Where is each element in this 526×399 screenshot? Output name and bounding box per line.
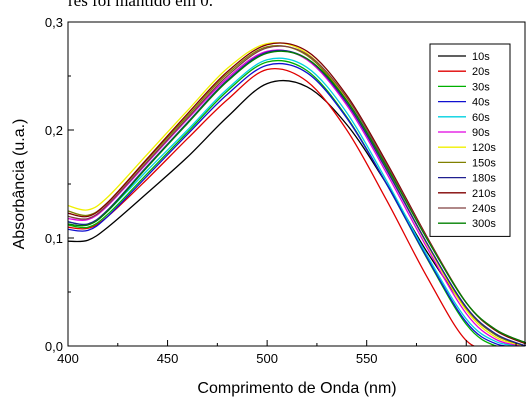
- x-tick-label: 600: [455, 351, 477, 366]
- x-axis-title: Comprimento de Onda (nm): [197, 380, 396, 397]
- x-tick-label: 550: [356, 351, 378, 366]
- x-tick-label: 400: [57, 351, 79, 366]
- legend-entry: 90s: [472, 127, 490, 139]
- caption-fragment: res foi mantido em 0.: [68, 0, 213, 10]
- legend-entry: 20s: [472, 66, 490, 78]
- y-tick-label: 0,0: [45, 339, 63, 354]
- legend-box: [429, 43, 511, 237]
- series-line-300s: [68, 50, 526, 344]
- series-line-40s: [68, 62, 526, 346]
- legend-entry: 60s: [472, 112, 490, 124]
- series-line-30s: [68, 59, 526, 346]
- legend-entry: 300s: [472, 218, 496, 230]
- y-axis-title: Absorbância (u.a.): [11, 119, 28, 250]
- legend: 10s 20s 30s 40s 60s 90s 120s 150s 180s 210s 240s 30…: [429, 43, 511, 237]
- legend-entry: 30s: [472, 81, 490, 93]
- legend-entry: 40s: [472, 97, 490, 109]
- legend-entry: 240s: [472, 203, 496, 215]
- y-tick-label: 0,2: [45, 123, 63, 138]
- legend-entry: 210s: [472, 188, 496, 200]
- x-tick-label: 450: [157, 351, 179, 366]
- y-tick-label: 0,1: [45, 231, 63, 246]
- legend-entry: 120s: [472, 142, 496, 154]
- axis-ticks: 400 450 500 550 600 0,0 0,1 0,2 0,3: [45, 15, 517, 366]
- series-line-120s: [68, 42, 526, 346]
- legend-entry: 10s: [472, 51, 490, 63]
- y-tick-label: 0,3: [45, 15, 63, 30]
- legend-entry: 180s: [472, 173, 496, 185]
- legend-entry: 150s: [472, 157, 496, 169]
- x-tick-label: 500: [256, 351, 278, 366]
- series-lines: [68, 42, 526, 346]
